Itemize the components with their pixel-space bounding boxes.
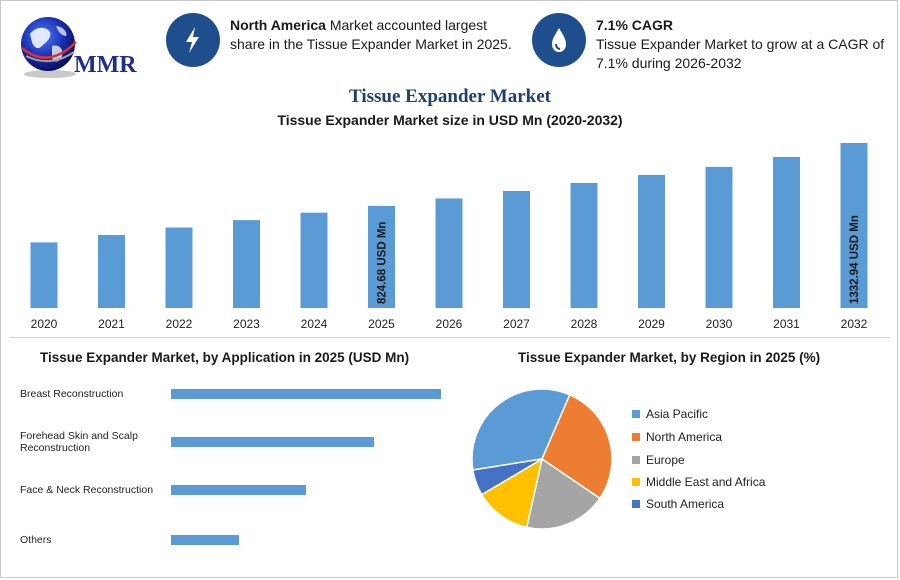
- legend-label: South America: [646, 497, 725, 511]
- bar-2027: [503, 191, 530, 308]
- bar-2028: [570, 182, 598, 308]
- x-tick-2025: 2025: [368, 317, 395, 331]
- legend-item: Middle East and Africa: [632, 475, 766, 489]
- application-bar: [171, 535, 239, 545]
- x-tick-2030: 2030: [706, 317, 733, 331]
- header-right-bold: 7.1% CAGR: [596, 17, 674, 33]
- data-label-2025: 824.68 USD Mn: [377, 222, 389, 304]
- legend-item: North America: [632, 430, 723, 444]
- lightning-icon: [166, 13, 220, 67]
- bar-2031: [773, 156, 800, 308]
- application-label: Face & Neck Reconstruction: [20, 484, 154, 496]
- bar-2029: [638, 174, 665, 308]
- x-tick-2027: 2027: [503, 317, 530, 331]
- legend-swatch: [632, 433, 640, 441]
- application-chart-title: Tissue Expander Market, by Application i…: [40, 350, 410, 365]
- section-divider: [10, 337, 890, 338]
- legend-label: Asia Pacific: [646, 407, 709, 421]
- legend-label: Europe: [646, 453, 685, 467]
- application-label: Breast Reconstruction: [20, 388, 124, 400]
- bar-2030: [705, 166, 733, 308]
- market-size-bar-chart: 2020 2021 2022 2023 2024 2025 2026 2027 2028 2029…: [30, 143, 868, 331]
- x-tick-2031: 2031: [773, 317, 800, 331]
- legend-swatch: [632, 500, 640, 508]
- header-left-body: Market accounted largest share in the Ti…: [230, 17, 512, 52]
- application-bar: [171, 437, 374, 447]
- x-tick-2021: 2021: [98, 317, 125, 331]
- bar-2024: [300, 212, 328, 308]
- bar-2032: [840, 143, 868, 308]
- x-tick-2029: 2029: [638, 317, 665, 331]
- pie-slice-north-america: [541, 393, 613, 500]
- header-right-body: Tissue Expander Market to grow at a CAGR…: [596, 36, 885, 71]
- header-right-text: 7.1% CAGR Tissue Expander Market to grow…: [596, 16, 886, 73]
- x-tick-2024: 2024: [301, 317, 328, 331]
- legend-item: Europe: [632, 453, 685, 467]
- header-left-text: North America Market accounted largest s…: [230, 16, 515, 54]
- drop-icon: [532, 13, 586, 67]
- header-left-bold: North America: [230, 17, 326, 33]
- pie-slice-europe: [525, 457, 601, 530]
- bar-2023: [233, 220, 260, 308]
- legend-label: Middle East and Africa: [646, 475, 766, 489]
- legend-label: North America: [646, 430, 723, 444]
- x-tick-2026: 2026: [436, 317, 463, 331]
- application-label: Forehead Skin and Scalp Reconstruction: [20, 430, 138, 454]
- x-tick-2023: 2023: [233, 317, 260, 331]
- application-bar: [171, 485, 306, 495]
- legend-swatch: [632, 478, 640, 486]
- chart-title: Tissue Expander Market: [349, 86, 551, 107]
- bar-2025: [368, 205, 395, 308]
- legend-swatch: [632, 456, 640, 464]
- pie-slice-south-america: [472, 458, 543, 496]
- bar-2022: [165, 227, 193, 308]
- globe-icon: [21, 17, 77, 78]
- x-tick-2028: 2028: [571, 317, 598, 331]
- legend-item: South America: [632, 497, 725, 511]
- region-pie-chart: [471, 388, 613, 530]
- application-label: Others: [20, 534, 52, 546]
- data-label-2032: 1332.94 USD Mn: [849, 215, 861, 304]
- legend-swatch: [632, 410, 640, 418]
- legend-item: Asia Pacific: [632, 407, 709, 421]
- logo: MMR: [16, 12, 146, 84]
- x-tick-2032: 2032: [841, 317, 868, 331]
- x-tick-2022: 2022: [166, 317, 193, 331]
- bar-2026: [435, 198, 463, 308]
- logo-text: MMR: [74, 52, 137, 78]
- bar-2020: [30, 242, 58, 308]
- bar-2021: [98, 234, 125, 308]
- application-bar: [171, 389, 441, 399]
- x-tick-2020: 2020: [31, 317, 58, 331]
- chart-subtitle: Tissue Expander Market size in USD Mn (2…: [277, 112, 623, 128]
- pie-slice-middle-east-and-africa: [480, 457, 544, 529]
- region-chart-title: Tissue Expander Market, by Region in 202…: [518, 350, 821, 365]
